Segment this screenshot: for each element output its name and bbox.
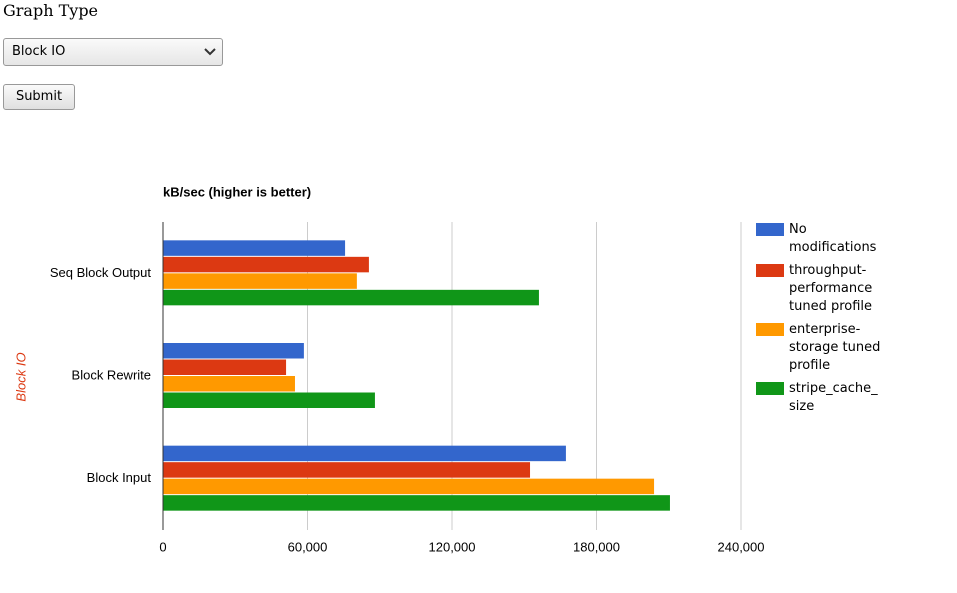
legend-label: No modifications (789, 222, 877, 255)
bar (163, 359, 287, 375)
x-tick-label: 240,000 (718, 539, 765, 554)
bar (163, 478, 655, 495)
graph-type-select[interactable]: Block IO (3, 38, 223, 66)
bar (163, 392, 375, 408)
x-tick-label: 180,000 (573, 539, 620, 554)
chart-title: kB/sec (higher is better) (163, 184, 311, 199)
legend-swatch (756, 382, 784, 395)
legend-swatch (756, 264, 784, 277)
y-tick-label: Seq Block Output (50, 265, 152, 280)
x-tick-label: 60,000 (288, 539, 328, 554)
bar (163, 343, 304, 359)
submit-button[interactable]: Submit (3, 84, 75, 110)
y-tick-label: Block Rewrite (72, 367, 151, 382)
x-tick-label: 120,000 (429, 539, 476, 554)
legend-label: throughput-performance tuned profile (789, 263, 873, 314)
legend-label: stripe_cache_size (789, 381, 878, 414)
legend-swatch (756, 323, 784, 336)
field-label: Graph Type (3, 1, 99, 20)
bar (163, 462, 531, 478)
bar (163, 376, 295, 392)
x-tick-label: 0 (159, 539, 166, 554)
select-value: Block IO (12, 44, 66, 59)
dropdown-arrow (204, 48, 216, 56)
legend: No modifications throughput-performance t… (756, 221, 881, 421)
y-tick-label: Block Input (87, 470, 152, 485)
legend-item: stripe_cache_size (756, 380, 881, 416)
legend-item: enterprise-storage tuned profile (756, 321, 881, 375)
y-axis-title: Block IO (13, 352, 28, 401)
bar (163, 495, 670, 511)
bar (163, 256, 369, 273)
bar (163, 445, 566, 462)
legend-item: throughput-performance tuned profile (756, 262, 881, 316)
legend-item: No modifications (756, 221, 881, 257)
legend-swatch (756, 223, 784, 236)
bar (163, 289, 539, 306)
bar (163, 240, 346, 256)
bar (163, 273, 357, 289)
legend-label: enterprise-storage tuned profile (789, 322, 881, 373)
